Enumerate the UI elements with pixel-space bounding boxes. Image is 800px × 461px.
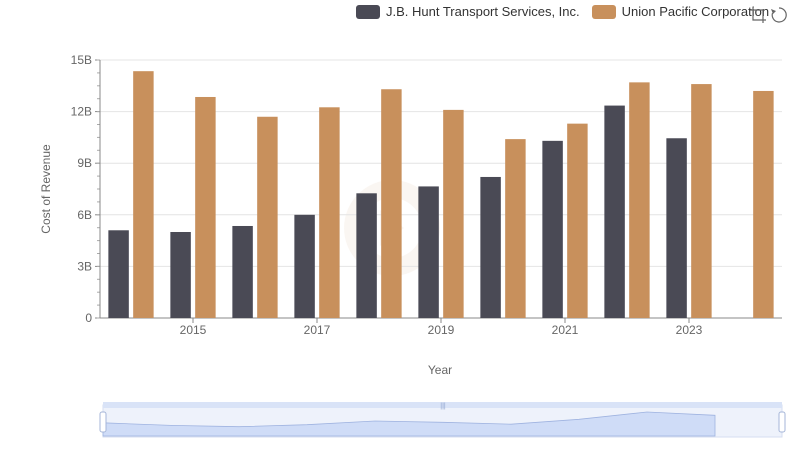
bar-jb-hunt[interactable] [356, 193, 377, 318]
bar-union-pacific[interactable] [195, 96, 216, 318]
bar-union-pacific[interactable] [319, 107, 340, 318]
bar-union-pacific[interactable] [629, 82, 650, 318]
legend-label-jb-hunt: J.B. Hunt Transport Services, Inc. [386, 4, 580, 19]
y-tick-label: 3B [77, 259, 92, 273]
x-tick-label: 2019 [428, 323, 455, 337]
bar-jb-hunt[interactable] [542, 140, 563, 318]
x-tick-label: 2021 [552, 323, 579, 337]
bar-union-pacific[interactable] [691, 84, 712, 318]
x-tick-label: 2015 [180, 323, 207, 337]
bar-jb-hunt[interactable] [418, 186, 439, 318]
bar-union-pacific[interactable] [753, 90, 774, 319]
slider-grip-icon[interactable]: ||| [440, 403, 446, 410]
x-tick-label: 2023 [676, 323, 703, 337]
bar-jb-hunt[interactable] [108, 230, 129, 318]
slider-handle-left[interactable] [99, 411, 107, 433]
y-tick-label: 9B [77, 156, 92, 170]
y-tick-label: 6B [77, 208, 92, 222]
zoom-icon[interactable] [749, 6, 767, 24]
slider-preview-area [102, 411, 716, 437]
bar-jb-hunt[interactable] [666, 138, 687, 318]
y-tick-label: 15B [71, 53, 92, 67]
y-tick-label: 0 [85, 311, 92, 325]
chart-toolbar [746, 6, 788, 24]
legend-item-union-pacific[interactable]: Union Pacific Corporation [591, 4, 770, 19]
bar-jb-hunt[interactable] [170, 232, 191, 318]
legend-label-union-pacific: Union Pacific Corporation [621, 4, 770, 19]
bar-jb-hunt[interactable] [604, 105, 625, 318]
slider-handle-right[interactable] [778, 411, 786, 433]
legend-swatch-jb-hunt [356, 4, 380, 19]
bar-jb-hunt[interactable] [232, 225, 253, 318]
bar-union-pacific[interactable] [133, 71, 154, 319]
bar-union-pacific[interactable] [381, 89, 402, 319]
bar-jb-hunt[interactable] [480, 176, 501, 318]
y-axis-label: Cost of Revenue [39, 144, 53, 234]
x-tick-label: 2017 [304, 323, 331, 337]
legend-swatch-union-pacific [591, 4, 616, 19]
bar-union-pacific[interactable] [505, 139, 526, 318]
y-tick-label: 12B [71, 105, 92, 119]
legend: J.B. Hunt Transport Services, Inc. Union… [356, 4, 781, 19]
x-axis-label: Year [428, 363, 452, 377]
restore-icon[interactable] [770, 6, 788, 24]
bar-union-pacific[interactable] [567, 123, 588, 318]
legend-item-jb-hunt[interactable]: J.B. Hunt Transport Services, Inc. [356, 4, 580, 19]
slider-top-bar[interactable] [103, 402, 782, 408]
bar-union-pacific[interactable] [443, 109, 464, 318]
data-zoom-slider[interactable]: ||| [99, 402, 786, 438]
bar-union-pacific[interactable] [257, 116, 278, 318]
bar-jb-hunt[interactable] [294, 214, 315, 318]
